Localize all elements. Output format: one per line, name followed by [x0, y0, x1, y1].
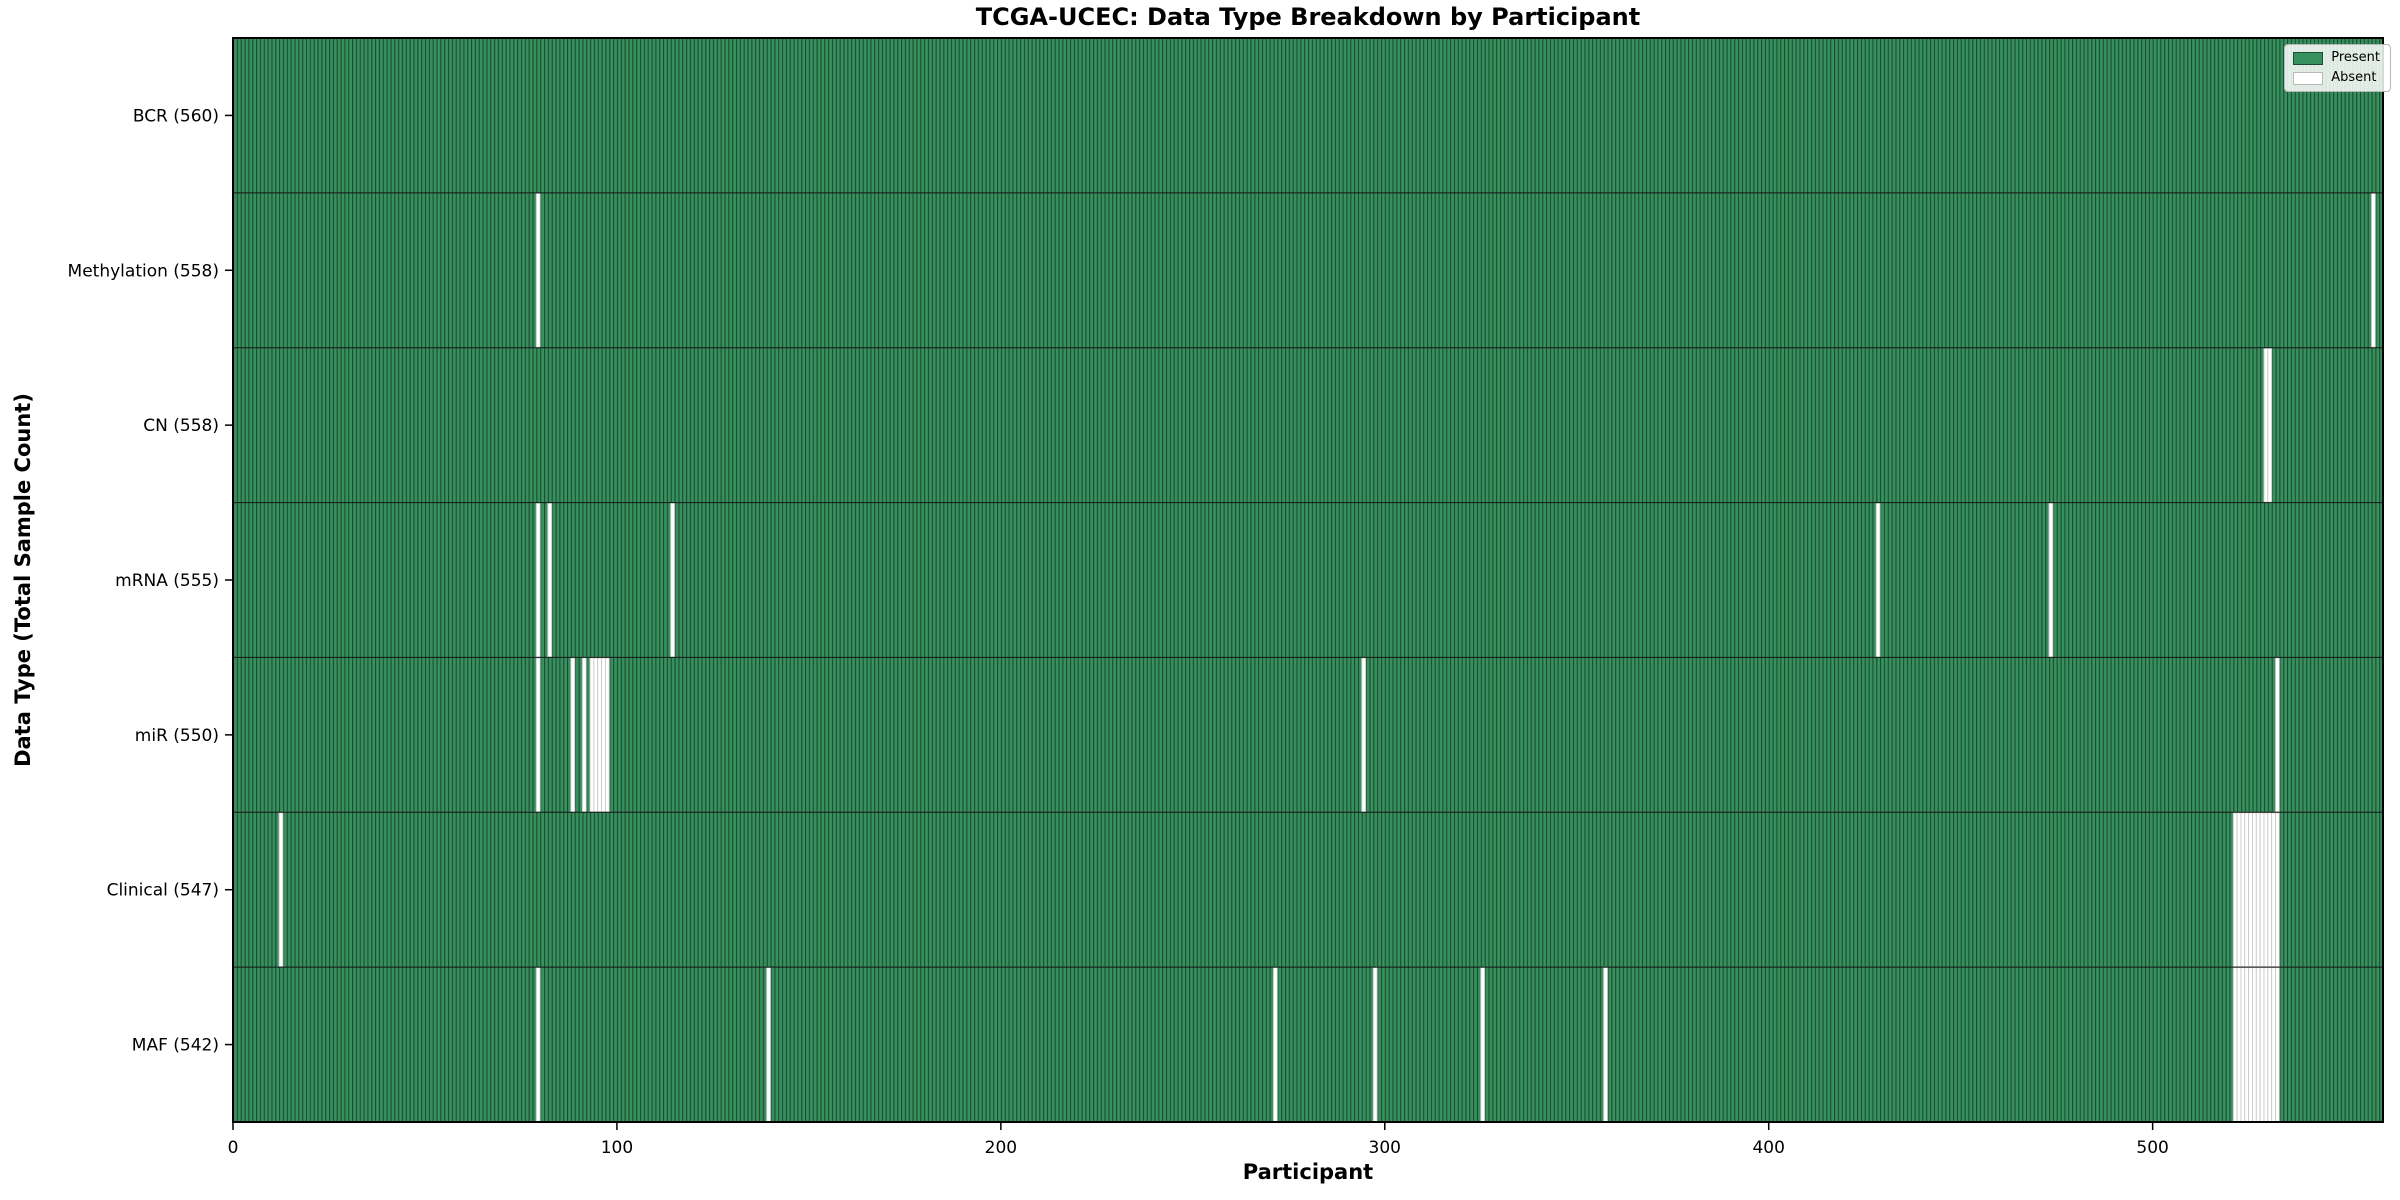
- absent-cell-Clinical-532: [2275, 812, 2280, 968]
- row-band-Methylation: [233, 192, 2383, 348]
- absent-cell-MAF-521: [2232, 967, 2238, 1122]
- absent-cell-CN-529: [2263, 347, 2269, 503]
- absent-cell-miR-95: [597, 657, 603, 813]
- absent-cell-CN-530: [2267, 347, 2273, 503]
- absent-cell-miR-79: [535, 657, 541, 813]
- absent-cell-Clinical-524: [2244, 812, 2250, 968]
- absent-cell-miR-532: [2275, 657, 2280, 813]
- present-swatch-icon: [2293, 51, 2324, 65]
- x-tick-label: 0: [228, 1138, 239, 1158]
- chart-title: TCGA-UCEC: Data Type Breakdown by Partic…: [975, 3, 1641, 31]
- y-tick-label-miR: miR (550): [135, 726, 219, 746]
- absent-cell-Clinical-528: [2259, 812, 2265, 968]
- absent-cell-miR-93: [589, 657, 595, 813]
- absent-cell-mRNA-114: [670, 502, 675, 658]
- absent-cell-MAF-79: [535, 967, 541, 1122]
- x-tick-label: 400: [1752, 1138, 1784, 1158]
- row-band-BCR: [233, 38, 2383, 193]
- absent-cell-MAF-271: [1272, 967, 1278, 1122]
- y-tick-label-mRNA: mRNA (555): [115, 571, 219, 591]
- absent-cell-MAF-523: [2240, 967, 2246, 1122]
- x-tick-label: 300: [1369, 1138, 1401, 1158]
- y-tick-label-Clinical: Clinical (547): [107, 881, 219, 901]
- absent-cell-MAF-524: [2244, 967, 2250, 1122]
- absent-cell-Clinical-12: [278, 812, 284, 968]
- legend-absent-label: Absent: [2331, 70, 2377, 85]
- absent-cell-miR-294: [1361, 657, 1367, 813]
- absent-cell-Methylation-557: [2371, 192, 2376, 348]
- absent-cell-MAF-529: [2263, 967, 2269, 1122]
- absent-cell-Clinical-527: [2255, 812, 2261, 968]
- legend-item-present: Present: [2293, 51, 2380, 65]
- absent-cell-mRNA-428: [1875, 502, 1881, 658]
- legend-present-label: Present: [2331, 50, 2380, 65]
- absent-cell-MAF-528: [2259, 967, 2265, 1122]
- y-tick-label-BCR: BCR (560): [133, 106, 219, 126]
- absent-cell-Clinical-529: [2263, 812, 2269, 968]
- absent-cell-Clinical-531: [2271, 812, 2276, 968]
- absent-cell-miR-88: [570, 657, 576, 813]
- row-band-CN: [233, 347, 2383, 503]
- absent-cell-MAF-531: [2271, 967, 2276, 1122]
- absent-cell-Clinical-530: [2267, 812, 2273, 968]
- row-band-Clinical: [233, 812, 2383, 968]
- absent-cell-miR-91: [581, 657, 587, 813]
- x-tick-label: 500: [2136, 1138, 2168, 1158]
- row-band-MAF: [233, 967, 2383, 1122]
- absent-cell-Clinical-521: [2232, 812, 2238, 968]
- absent-cell-MAF-526: [2252, 967, 2257, 1122]
- absent-cell-MAF-525: [2248, 967, 2253, 1122]
- absent-cell-MAF-530: [2267, 967, 2273, 1122]
- x-tick-label: 200: [985, 1138, 1017, 1158]
- absent-cell-MAF-532: [2275, 967, 2280, 1122]
- absent-cell-MAF-527: [2255, 967, 2261, 1122]
- y-tick-label-MAF: MAF (542): [132, 1036, 219, 1056]
- absent-cell-miR-94: [593, 657, 599, 813]
- legend-item-absent: Absent: [2293, 71, 2380, 85]
- row-band-mRNA: [233, 502, 2383, 658]
- absent-cell-miR-97: [604, 657, 610, 813]
- absent-cell-MAF-297: [1372, 967, 1378, 1122]
- absent-cell-Clinical-525: [2248, 812, 2253, 968]
- absent-cell-MAF-139: [766, 967, 771, 1122]
- y-tick-label-CN: CN (558): [143, 416, 219, 436]
- absent-cell-Methylation-79: [535, 192, 541, 348]
- absent-cell-Clinical-522: [2236, 812, 2242, 968]
- absent-swatch-icon: [2293, 71, 2324, 85]
- row-band-miR: [233, 657, 2383, 813]
- y-tick-label-Methylation: Methylation (558): [68, 261, 219, 281]
- x-axis-label: Participant: [1242, 1160, 1374, 1184]
- absent-cell-mRNA-79: [535, 502, 541, 658]
- absent-cell-MAF-325: [1480, 967, 1486, 1122]
- absent-cell-MAF-357: [1603, 967, 1608, 1122]
- absent-cell-mRNA-82: [547, 502, 553, 658]
- absent-cell-Clinical-523: [2240, 812, 2246, 968]
- x-tick-label: 100: [601, 1138, 633, 1158]
- absent-cell-MAF-522: [2236, 967, 2242, 1122]
- absent-cell-Clinical-526: [2252, 812, 2257, 968]
- absent-cell-miR-96: [601, 657, 606, 813]
- legend: Present Absent: [2284, 44, 2391, 92]
- absent-cell-mRNA-473: [2048, 502, 2054, 658]
